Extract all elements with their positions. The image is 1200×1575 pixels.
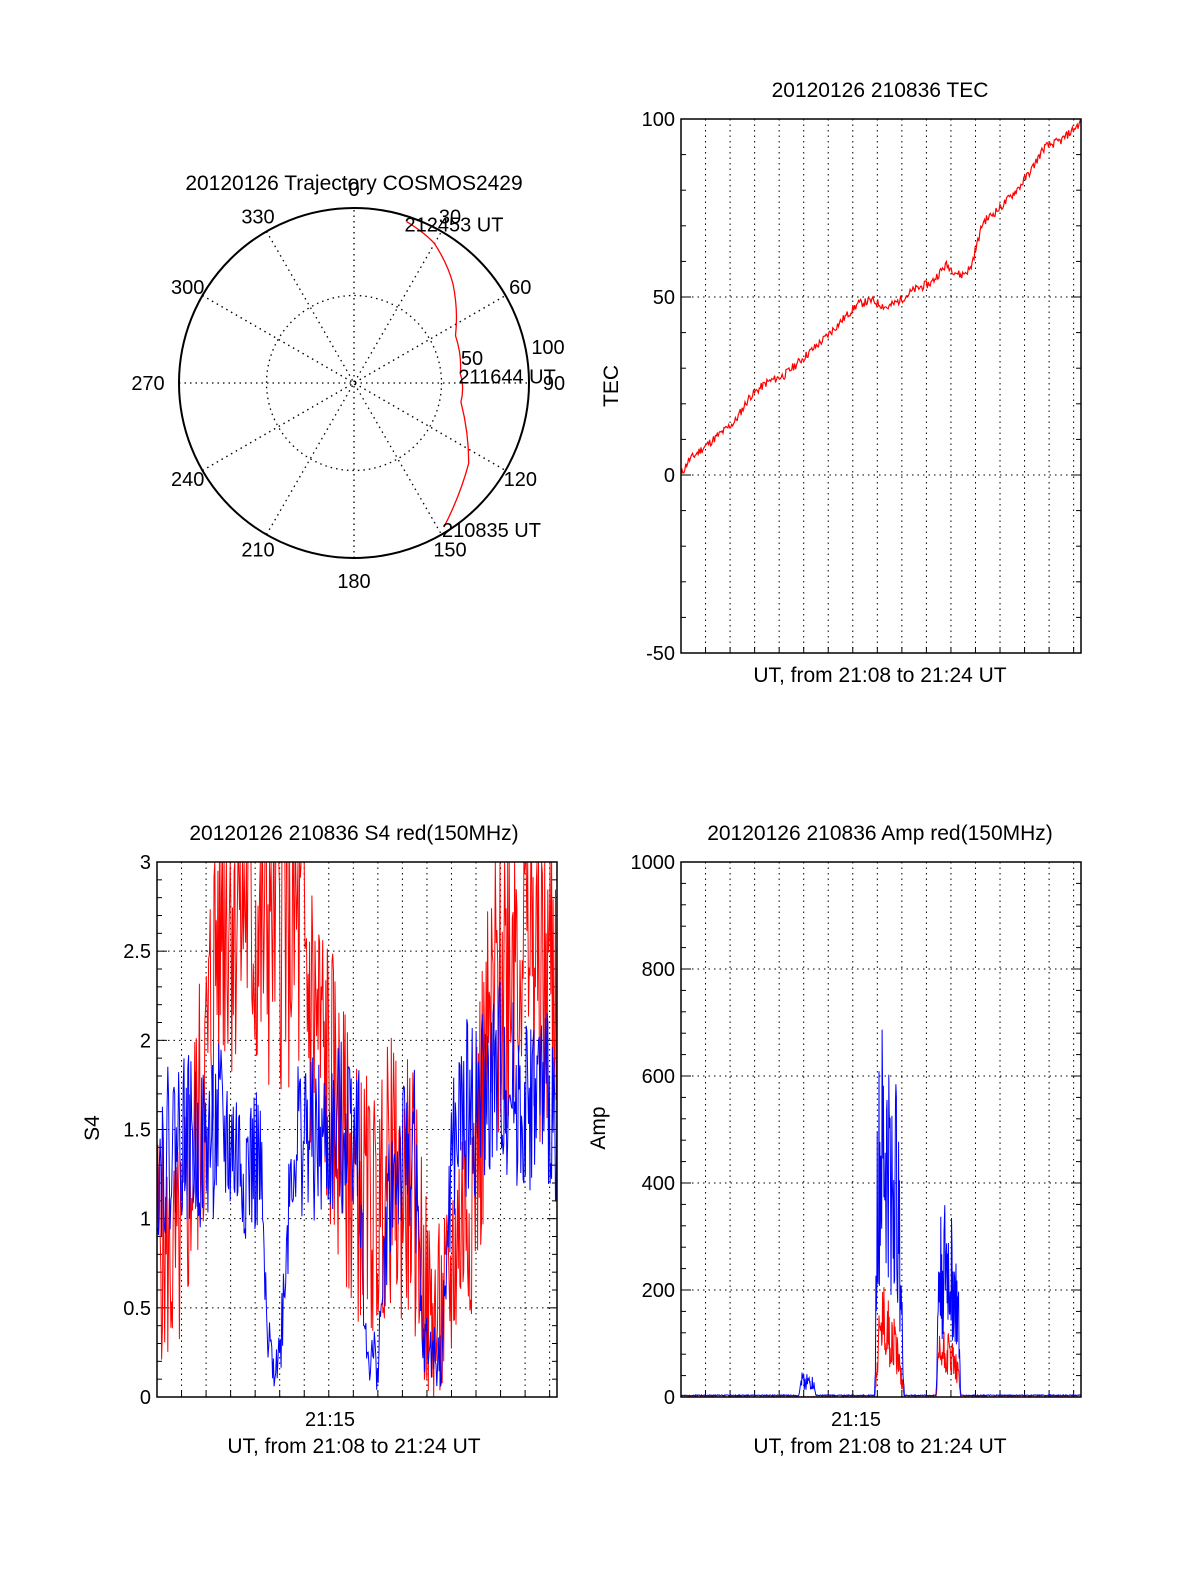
series-line: [156, 981, 558, 1390]
ytick-label: 2: [140, 1030, 151, 1052]
series-line: [680, 1029, 1082, 1398]
ytick-label: 600: [642, 1066, 675, 1088]
s4-plot: 20120126 210836 S4 red(150MHz) 21:15 UT,…: [81, 822, 558, 1458]
ytick-label: 800: [642, 959, 675, 981]
ytick-label: 50: [653, 287, 675, 309]
tec-plot-body: -50 0 50 100: [642, 109, 1082, 665]
polar-angle-label: 60: [509, 277, 531, 299]
ytick-label: 0: [140, 1387, 151, 1409]
polar-angle-label: 30: [439, 207, 461, 229]
series-line: [680, 119, 1082, 474]
tec-xlabel: UT, from 21:08 to 21:24 UT: [753, 664, 1006, 687]
polar-spoke: [202, 294, 506, 472]
ytick-label: -50: [646, 643, 675, 665]
trajectory-polar-plot: 20120126 Trajectory COSMOS2429 0 30 60 90 12…: [131, 172, 565, 593]
polar-angle-label: 240: [171, 469, 204, 491]
amp-plot-body: 0 200 400 600 800 1000: [631, 852, 1082, 1409]
trajectory-time-label: 212453 UT: [404, 215, 503, 237]
polar-angle-label: 330: [241, 207, 274, 229]
polar-angle-label: 90: [543, 373, 565, 395]
amp-xlabel: UT, from 21:08 to 21:24 UT: [753, 1435, 1006, 1458]
s4-title: 20120126 210836 S4 red(150MHz): [189, 822, 518, 845]
plot-frame: [680, 861, 1082, 1398]
polar-angle-label: 0: [348, 179, 359, 201]
polar-angle-label: 300: [171, 277, 204, 299]
amp-xtick-label: 21:15: [831, 1409, 881, 1431]
ytick-label: 0: [664, 1387, 675, 1409]
s4-plot-body: 0 0.5 1 1.5 2 2.5 3: [123, 852, 558, 1409]
polar-spoke: [265, 231, 443, 535]
ytick-label: 100: [642, 109, 675, 131]
polar-angle-label: 120: [504, 469, 537, 491]
polar-inner-circle: [265, 294, 443, 472]
polar-spoke: [202, 294, 506, 472]
polar-outer-circle: [178, 207, 530, 559]
polar-angle-label: 210: [241, 539, 274, 561]
polar-angle-label: 270: [131, 373, 164, 395]
ytick-label: 1000: [631, 852, 676, 874]
polar-radial-label-100: 100: [531, 337, 564, 359]
trajectory-time-label: 211644 UT: [458, 367, 555, 389]
polar-spoke: [265, 231, 443, 535]
ytick-label: 0: [664, 465, 675, 487]
amp-title: 20120126 210836 Amp red(150MHz): [707, 822, 1053, 845]
ytick-label: 0.5: [123, 1298, 151, 1320]
s4-ylabel: S4: [81, 1115, 104, 1141]
s4-xtick-label: 21:15: [305, 1409, 355, 1431]
series-line: [680, 1287, 1082, 1398]
polar-angle-labels: 0 30 60 90 120 150 180 210 240 270 300 330: [131, 179, 565, 593]
trajectory-time-label: 210835 UT: [442, 520, 541, 542]
tec-plot: 20120126 210836 TEC UT, from 21:08 to 21…: [600, 79, 1082, 687]
amp-plot: 20120126 210836 Amp red(150MHz) 21:15 UT…: [587, 822, 1082, 1458]
tec-ylabel: TEC: [600, 365, 623, 407]
ytick-label: 3: [140, 852, 151, 874]
trajectory-series: 210835 UT 211644 UT 212453 UT: [404, 215, 555, 542]
polar-angle-label: 180: [337, 571, 370, 593]
polar-grid: [178, 207, 530, 559]
plot-frame: [156, 861, 558, 1398]
ytick-label: 1.5: [123, 1120, 151, 1142]
plot-frame: [680, 118, 1082, 654]
trajectory-title: 20120126 Trajectory COSMOS2429: [185, 172, 522, 195]
s4-xlabel: UT, from 21:08 to 21:24 UT: [227, 1435, 480, 1458]
ytick-label: 200: [642, 1280, 675, 1302]
amp-ylabel: Amp: [587, 1106, 610, 1149]
polar-radial-label-50: 50: [461, 348, 483, 370]
ytick-label: 400: [642, 1173, 675, 1195]
ytick-label: 1: [140, 1209, 151, 1231]
ytick-label: 2.5: [123, 941, 151, 963]
tec-title: 20120126 210836 TEC: [772, 79, 989, 102]
trajectory-line: [406, 221, 470, 528]
polar-angle-label: 150: [433, 539, 466, 561]
